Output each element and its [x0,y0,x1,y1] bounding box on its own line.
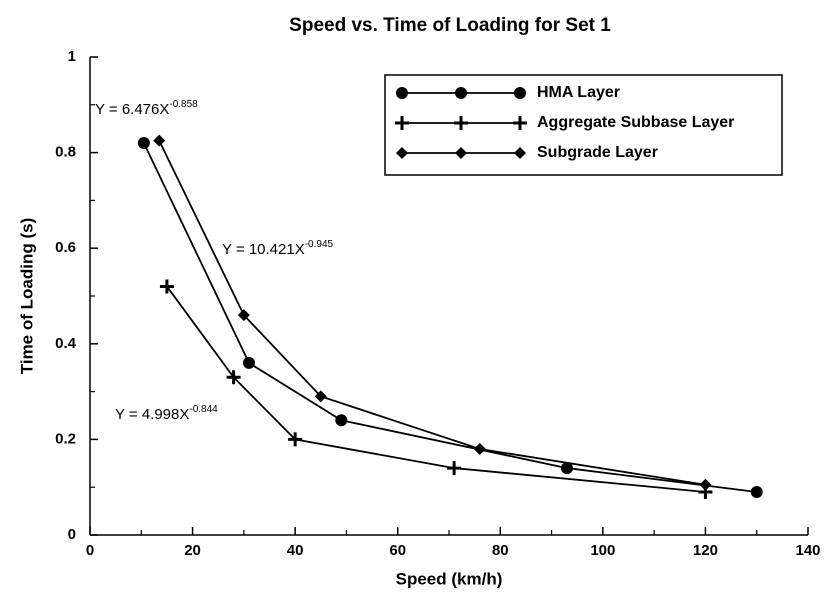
x-tick-label: 0 [86,542,94,559]
legend-label: Subgrade Layer [537,144,658,161]
marker [288,432,303,447]
equation: Y = 6.476X-0.858 [95,99,198,118]
marker [750,485,763,498]
equation-exponent: -0.945 [305,239,334,250]
equation-text: Y = 10.421X [222,241,305,258]
marker [454,116,468,130]
x-tick-label: 80 [492,542,509,559]
x-tick-label: 100 [590,542,615,559]
marker [242,356,255,369]
marker [335,414,348,427]
marker [395,116,409,130]
y-tick-label: 0.2 [55,430,76,447]
marker [237,309,250,322]
equation: Y = 4.998X-0.844 [115,404,218,423]
marker [473,442,486,455]
x-tick-label: 120 [693,542,718,559]
y-tick-label: 0.8 [55,144,76,161]
marker [447,461,462,476]
x-tick-label: 60 [389,542,406,559]
marker [226,370,241,385]
marker [513,116,527,130]
legend-box [384,74,783,176]
marker [514,147,526,159]
y-tick-label: 0 [68,526,76,543]
x-tick-label: 40 [287,542,304,559]
legend-label: HMA Layer [537,84,620,101]
marker [159,279,174,294]
marker [699,478,712,491]
marker [396,147,408,159]
marker [153,134,166,147]
y-axis-label: Time of Loading (s) [17,218,36,374]
x-tick-label: 20 [184,542,201,559]
equation-exponent: -0.858 [169,99,198,110]
x-tick-label: 140 [795,542,820,559]
y-tick-label: 0.6 [55,239,76,256]
marker [396,87,408,99]
equation-exponent: -0.844 [189,404,218,415]
y-tick-label: 0.4 [55,335,77,352]
equation-text: Y = 4.998X [115,406,189,423]
legend-label: Aggregate Subbase Layer [537,114,734,131]
marker [455,87,467,99]
marker [514,87,526,99]
y-tick-label: 1 [68,48,76,65]
marker [137,137,150,150]
marker [314,390,327,403]
equation-text: Y = 6.476X [95,101,169,118]
equation: Y = 10.421X-0.945 [222,239,334,258]
x-axis-label: Speed (km/h) [396,569,503,588]
marker [560,462,573,475]
chart-title: Speed vs. Time of Loading for Set 1 [289,15,611,36]
marker [455,147,467,159]
